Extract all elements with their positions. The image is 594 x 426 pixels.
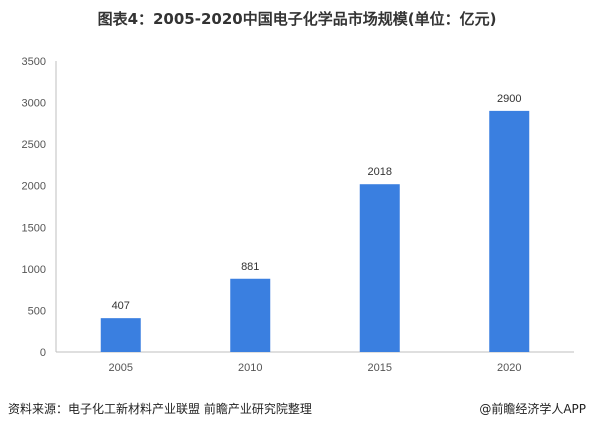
x-tick-label: 2015	[368, 362, 392, 374]
bar-2005	[100, 318, 141, 352]
y-tick-label: 2500	[22, 139, 46, 151]
y-tick-label: 3000	[22, 98, 46, 110]
data-label: 2018	[368, 166, 392, 178]
data-label: 2900	[497, 93, 521, 105]
bar-2015	[359, 184, 400, 352]
brand-credit: @前瞻经济学人APP	[479, 402, 586, 416]
data-label: 881	[241, 261, 259, 273]
source-note: 资料来源：电子化工新材料产业联盟 前瞻产业研究院整理	[8, 402, 312, 416]
y-tick-label: 0	[40, 347, 46, 359]
data-labels: 407 881 2018 2900	[112, 93, 522, 312]
chart-title: 图表4：2005-2020中国电子化学品市场规模(单位：亿元)	[97, 10, 497, 28]
bars	[100, 110, 530, 352]
x-tick-label: 2020	[497, 362, 521, 374]
x-tick-labels: 2005 2010 2015 2020	[109, 362, 522, 374]
y-tick-labels: 0 500 1000 1500 2000 2500 3000 3500	[22, 56, 46, 359]
y-tick-label: 2000	[22, 181, 46, 193]
y-tick-label: 1500	[22, 222, 46, 234]
x-tick-label: 2005	[109, 362, 133, 374]
bar-2020	[489, 110, 530, 352]
y-tick-label: 1000	[22, 264, 46, 276]
x-tick-label: 2010	[238, 362, 262, 374]
y-tick-label: 500	[28, 305, 46, 317]
bar-2010	[230, 278, 271, 352]
data-label: 407	[112, 300, 130, 312]
y-tick-label: 3500	[22, 56, 46, 68]
